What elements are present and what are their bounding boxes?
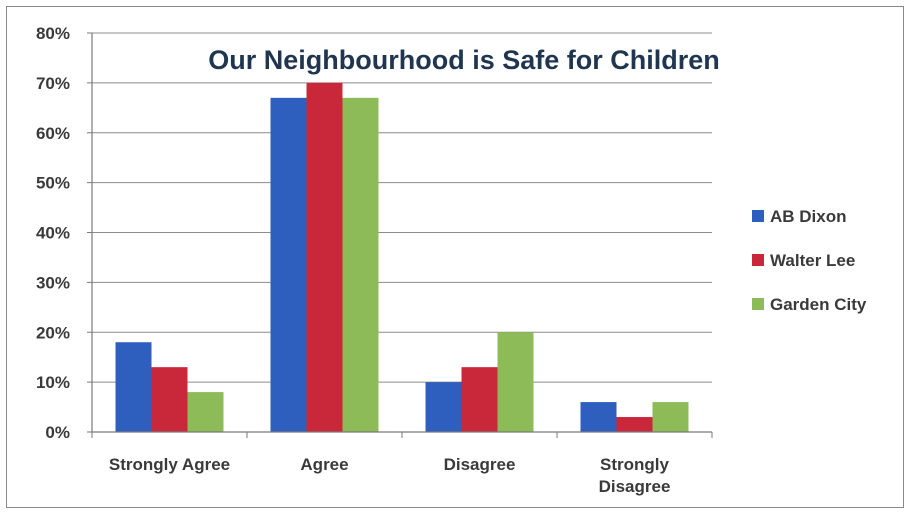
legend: AB Dixon Walter Lee Garden City <box>752 207 867 314</box>
y-tick-label: 0% <box>45 423 70 442</box>
bar-ab-dixon-disagree <box>425 382 462 432</box>
y-tick-label: 60% <box>36 124 70 143</box>
bar-ab-dixon-agree <box>270 97 307 433</box>
y-tick-label: 30% <box>36 273 70 292</box>
y-tick-label: 70% <box>36 74 70 93</box>
x-category-label: Strongly Disagree <box>599 455 671 496</box>
x-category-label: Strongly Agree <box>109 455 230 474</box>
y-tick-label: 40% <box>36 224 70 243</box>
x-category-label: Disagree <box>444 455 516 474</box>
bar-ab-dixon-strongly-agree <box>115 342 152 432</box>
bars <box>115 82 689 433</box>
y-tick-labels: 0% 10% 20% 30% 40% 50% 60% 70% 80% <box>36 24 92 442</box>
x-category-label: Agree <box>300 455 348 474</box>
y-tick-label: 10% <box>36 373 70 392</box>
bar-garden-city-disagree <box>497 332 534 432</box>
bar-garden-city-agree <box>342 97 379 433</box>
legend-swatch <box>752 210 764 222</box>
legend-swatch <box>752 298 764 310</box>
bar-garden-city-strongly-agree <box>187 392 224 432</box>
bar-ab-dixon-strongly-disagree <box>580 402 617 432</box>
bar-garden-city-strongly-disagree <box>652 402 689 432</box>
x-category-labels: Strongly Agree Agree Disagree Strongly Disag… <box>91 432 713 496</box>
chart-title: Our Neighbourhood is Safe for Children <box>208 45 720 75</box>
gridlines <box>92 32 712 383</box>
bar-walter-lee-strongly-disagree <box>616 417 653 432</box>
legend-swatch <box>752 254 764 266</box>
y-tick-label: 80% <box>36 24 70 43</box>
y-tick-label: 20% <box>36 323 70 342</box>
y-tick-label: 50% <box>36 174 70 193</box>
legend-label: Walter Lee <box>770 251 855 270</box>
bar-walter-lee-agree <box>306 82 343 432</box>
legend-label: AB Dixon <box>770 207 847 226</box>
bar-walter-lee-strongly-agree <box>151 367 188 432</box>
legend-label: Garden City <box>770 295 867 314</box>
bar-walter-lee-disagree <box>461 367 498 432</box>
